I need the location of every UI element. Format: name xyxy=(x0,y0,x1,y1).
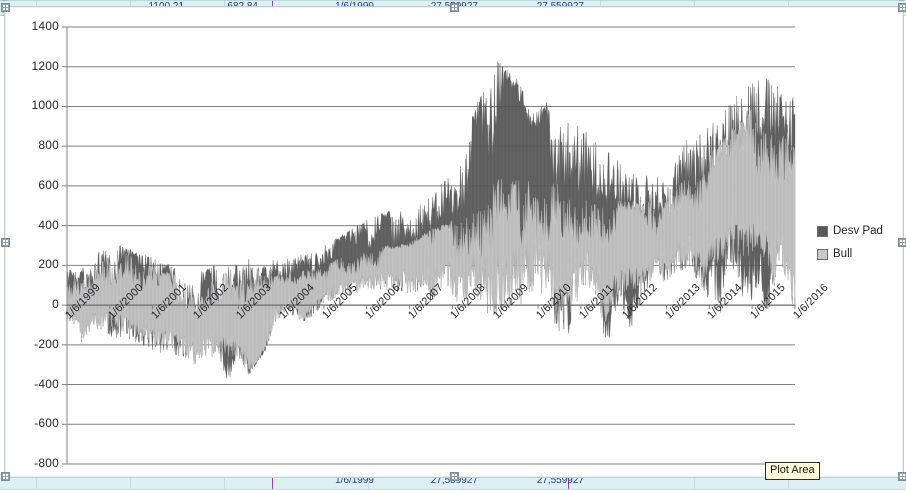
sheet-cell[interactable]: 27,559927 xyxy=(536,475,584,486)
resize-handle-bottom-left[interactable] xyxy=(1,472,10,481)
y-axis-tick-label: 400 xyxy=(38,217,59,232)
legend-label: Desv Pad xyxy=(833,225,883,237)
y-axis-tick-label: 600 xyxy=(38,177,59,192)
resize-handle-middle-right[interactable] xyxy=(898,238,906,247)
y-axis-tick-label: 1200 xyxy=(31,58,59,73)
legend-item-bull[interactable]: Bull xyxy=(817,248,883,260)
y-axis-tick-label: 200 xyxy=(38,257,59,272)
y-axis-tick-label: -800 xyxy=(34,456,59,470)
y-axis-tick-label: 1400 xyxy=(31,19,59,33)
y-axis-tick-label: 1000 xyxy=(31,98,59,113)
legend-swatch-icon xyxy=(817,248,828,260)
resize-handle-top-right[interactable] xyxy=(898,3,906,12)
y-axis-tick-label: 0 xyxy=(52,297,59,312)
legend-label: Bull xyxy=(833,248,853,260)
y-axis-tick-label: -200 xyxy=(34,336,59,351)
legend-item-desv-pad[interactable]: Desv Pad xyxy=(817,225,883,237)
resize-handle-middle-left[interactable] xyxy=(1,238,10,247)
resize-handle-top-left[interactable] xyxy=(1,3,10,12)
resize-handle-top-middle[interactable] xyxy=(450,3,459,12)
y-axis-tick-label: 800 xyxy=(38,138,59,153)
plot-area[interactable]: 1400 1200 1000 800 600 400 200 0 -200 -400 -600 -80… xyxy=(5,7,903,477)
resize-handle-bottom-middle[interactable] xyxy=(450,472,459,481)
chart-object[interactable]: 1400 1200 1000 800 600 400 200 0 -200 -400 -600 -80… xyxy=(1,3,906,481)
y-axis-tick-label: -600 xyxy=(34,416,59,431)
sheet-cell[interactable]: 1/6/1999 xyxy=(335,475,374,486)
legend-swatch-icon xyxy=(817,225,828,237)
chart-legend[interactable]: Desv Pad Bull xyxy=(817,225,883,271)
plot-area-tooltip: Plot Area xyxy=(765,462,820,480)
y-axis-tick-label: -400 xyxy=(34,376,59,391)
chart-canvas xyxy=(62,26,796,465)
resize-handle-bottom-right[interactable] xyxy=(898,472,906,481)
